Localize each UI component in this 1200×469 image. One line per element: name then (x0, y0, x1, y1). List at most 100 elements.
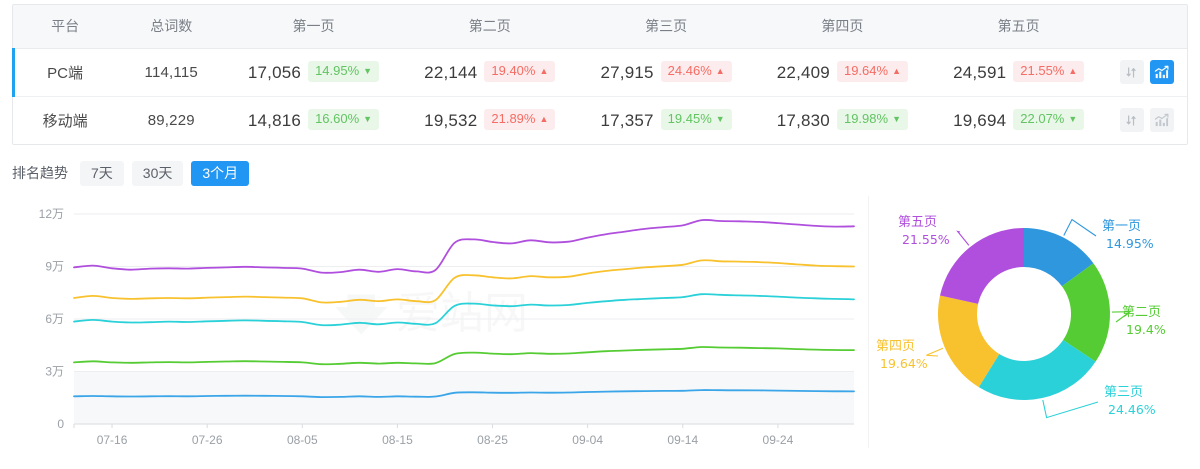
svg-text:09-04: 09-04 (572, 433, 603, 447)
svg-text:08-15: 08-15 (382, 433, 413, 447)
share-percent: 19.64% (843, 63, 889, 78)
share-percent: 16.60% (315, 111, 360, 127)
trend-title: 排名趋势 (12, 165, 68, 181)
svg-text:3万: 3万 (45, 365, 64, 379)
svg-text:0: 0 (57, 417, 64, 431)
svg-text:第四页: 第四页 (876, 339, 915, 354)
triangle-down-icon: ▼ (1068, 114, 1078, 125)
page-2-count: 19,532 (424, 111, 478, 131)
share-percent: 19.98% (843, 111, 889, 127)
svg-text:第二页: 第二页 (1122, 305, 1161, 320)
page-5-share-badge: 22.07% ▼ (1013, 109, 1085, 131)
cell-actions (1107, 96, 1187, 144)
panel-divider (868, 196, 869, 448)
trend-tab-3m[interactable]: 3个月 (191, 160, 250, 186)
col-header-page4: 第四页 (754, 5, 931, 49)
chart-icon[interactable] (1149, 60, 1174, 84)
share-percent: 19.40% (491, 63, 536, 78)
svg-text:09-24: 09-24 (763, 433, 794, 447)
trend-tab-30d[interactable]: 30天 (131, 160, 184, 186)
triangle-up-icon: ▲ (539, 114, 549, 125)
svg-text:第三页: 第三页 (1104, 385, 1143, 400)
trend-tab-7d[interactable]: 7天 (80, 160, 124, 186)
page-4-share-badge: 19.98% ▼ (836, 109, 908, 131)
share-percent: 21.89% (491, 111, 536, 127)
cell-platform: PC端 (11, 47, 118, 97)
svg-text:12万: 12万 (39, 207, 64, 221)
trend-toolbar: 排名趋势 7天 30天 3个月 (12, 160, 257, 186)
table-row[interactable]: 移动端 89,229 14,816 16.60% ▼ 19,532 21.89% ▲ 17,35… (13, 96, 1187, 144)
cell-page-4: 22,409 19.64% ▲ (754, 48, 931, 97)
page-3-share-badge: 19.45% ▼ (660, 109, 732, 131)
table-header-row: 平台 总词数 第一页 第二页 第三页 第四页 第五页 (13, 5, 1187, 49)
svg-text:07-16: 07-16 (97, 433, 128, 447)
cell-page-4: 17,830 19.98% ▼ (754, 96, 930, 144)
triangle-up-icon: ▲ (892, 66, 901, 76)
page-1-share-badge: 14.95% ▼ (308, 61, 380, 82)
cell-page-3: 17,357 19.45% ▼ (578, 96, 754, 144)
chart-icon[interactable] (1149, 108, 1174, 133)
col-header-platform: 平台 (13, 5, 118, 49)
table-row[interactable]: PC端 114,115 17,056 14.95% ▼ 22,144 19.40% ▲ 27,9… (11, 47, 1187, 97)
page-5-count: 24,591 (953, 63, 1007, 82)
share-percent: 24.46% (667, 63, 712, 78)
page-2-share-badge: 19.40% ▲ (484, 61, 556, 82)
sort-icon[interactable] (1119, 60, 1144, 84)
sort-icon[interactable] (1119, 108, 1144, 133)
cell-page-1: 14,816 16.60% ▼ (225, 96, 401, 144)
svg-text:08-05: 08-05 (287, 433, 318, 447)
page-2-count: 22,144 (424, 63, 478, 82)
svg-text:08-25: 08-25 (477, 433, 508, 447)
triangle-up-icon: ▲ (715, 66, 725, 76)
page-5-count: 19,694 (953, 111, 1007, 131)
col-header-page3: 第三页 (577, 5, 755, 49)
cell-platform: 移动端 (42, 112, 88, 130)
page-1-share-badge: 16.60% ▼ (308, 109, 380, 131)
share-percent: 22.07% (1020, 111, 1065, 127)
page-3-count: 17,357 (600, 111, 654, 131)
page-4-count: 22,409 (776, 63, 830, 82)
svg-text:21.55%: 21.55% (902, 232, 950, 247)
svg-text:14.95%: 14.95% (1106, 236, 1154, 251)
cell-total-keywords: 89,229 (147, 111, 195, 129)
share-percent: 21.55% (1020, 63, 1065, 78)
share-percent: 14.95% (315, 63, 360, 78)
svg-text:第五页: 第五页 (898, 215, 937, 230)
col-header-page5: 第五页 (930, 5, 1107, 49)
page-5-share-badge: 21.55% ▲ (1013, 61, 1085, 82)
triangle-up-icon: ▲ (539, 66, 549, 76)
svg-text:19.64%: 19.64% (880, 356, 928, 371)
svg-text:6万: 6万 (45, 312, 64, 326)
cell-page-3: 27,915 24.46% ▲ (577, 48, 755, 97)
svg-text:9万: 9万 (45, 260, 64, 274)
page-distribution-donut-chart: 第一页 14.95% 第二页 19.4% 第三页 24.46% 第四页 19.64% 第五页 21… (864, 190, 1196, 446)
page-2-share-badge: 21.89% ▲ (484, 109, 556, 131)
svg-text:09-14: 09-14 (667, 433, 698, 447)
triangle-down-icon: ▼ (715, 114, 725, 125)
cell-page-1: 17,056 14.95% ▼ (225, 48, 402, 97)
cell-page-5: 24,591 21.55% ▲ (930, 48, 1107, 97)
triangle-down-icon: ▼ (363, 66, 373, 76)
svg-text:19.4%: 19.4% (1126, 322, 1166, 337)
cell-page-2: 22,144 19.40% ▲ (401, 48, 578, 97)
cell-total-keywords: 114,115 (117, 48, 226, 97)
page-4-count: 17,830 (776, 111, 830, 131)
page-4-share-badge: 19.64% ▲ (836, 61, 908, 82)
page-3-share-badge: 24.46% ▲ (660, 61, 732, 82)
page-1-count: 17,056 (247, 63, 302, 82)
triangle-down-icon: ▼ (892, 114, 901, 125)
svg-text:24.46%: 24.46% (1108, 402, 1156, 417)
triangle-down-icon: ▼ (363, 114, 373, 125)
page-3-count: 27,915 (600, 63, 654, 82)
svg-text:07-26: 07-26 (192, 433, 223, 447)
share-percent: 19.45% (667, 111, 712, 127)
col-header-page1: 第一页 (225, 5, 402, 49)
svg-text:爱站网: 爱站网 (396, 288, 528, 339)
cell-page-2: 19,532 21.89% ▲ (402, 96, 578, 144)
triangle-up-icon: ▲ (1068, 66, 1078, 76)
cell-actions (1106, 48, 1187, 97)
col-header-actions (1106, 5, 1187, 49)
cell-page-5: 19,694 22.07% ▼ (931, 96, 1107, 144)
rank-trend-line-chart: 0 3万 6万 9万 12万爱站网 07-16 07-26 08-05 08-15 08-25 09… (8, 196, 864, 458)
